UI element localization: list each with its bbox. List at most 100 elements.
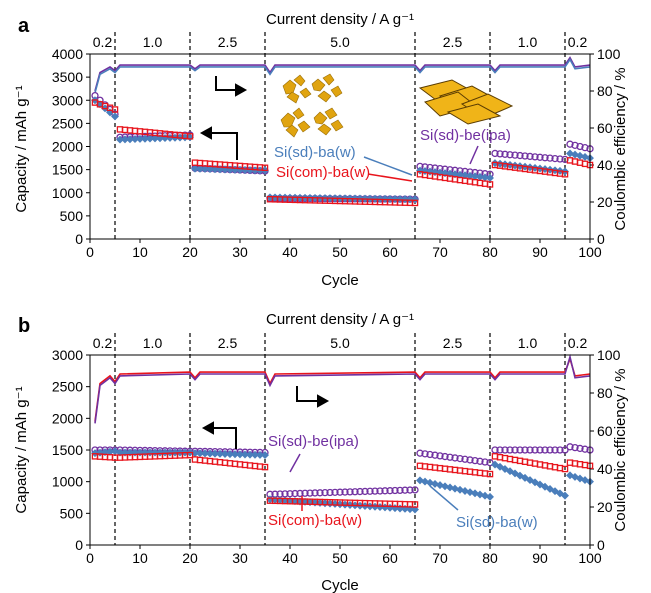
capacity-point-red — [411, 501, 419, 508]
ce-line-purple — [94, 353, 591, 424]
capacity-point-blue — [431, 479, 439, 488]
panel-a-ce-lines — [94, 56, 591, 94]
capacity-point-purple — [551, 154, 559, 163]
capacity-point-purple — [376, 487, 384, 495]
capacity-point-blue — [206, 165, 214, 174]
x-tick-label: 10 — [132, 244, 148, 260]
capacity-point-purple — [311, 489, 319, 497]
current-density-label: 5.0 — [330, 335, 350, 351]
y-tick-label: 500 — [60, 208, 84, 224]
panel-a-be-flakes-illustration — [418, 79, 514, 125]
capacity-point-purple — [491, 446, 499, 454]
capacity-point-purple — [501, 150, 509, 158]
capacity-point-purple — [381, 487, 389, 495]
capacity-point-red — [486, 181, 494, 188]
capacity-point-blue — [416, 166, 424, 175]
y-tick-label: 3000 — [52, 92, 83, 108]
capacity-point-blue — [496, 462, 504, 471]
capacity-point-purple — [556, 446, 564, 454]
panel-a-arrow-right-axis — [215, 76, 248, 97]
panel-a-sd-particles-illustration — [280, 73, 344, 138]
capacity-point-purple — [571, 443, 579, 452]
ce-line-blue — [94, 58, 591, 94]
capacity-point-blue — [196, 449, 204, 458]
panel-b-label-si-sd-ba-w: Si(sd)-ba(w) — [456, 514, 538, 531]
current-density-label: 0.2 — [93, 34, 113, 50]
capacity-point-purple — [516, 151, 524, 160]
current-density-label: 0.2 — [568, 335, 588, 351]
capacity-point-purple — [471, 456, 479, 465]
capacity-point-purple — [526, 152, 534, 161]
capacity-point-purple — [331, 488, 339, 496]
x-tick-label: 30 — [232, 244, 248, 260]
x-tick-label: 80 — [482, 550, 498, 566]
capacity-point-purple — [581, 144, 589, 152]
panel-b-y-ticks: 0 500 1000 1500 2000 2500 3000 — [52, 347, 90, 553]
capacity-point-blue — [476, 490, 484, 499]
ce-line-red — [94, 356, 591, 422]
capacity-point-purple — [511, 151, 519, 159]
capacity-point-purple — [366, 487, 374, 495]
capacity-point-purple — [456, 454, 464, 463]
x-tick-label: 30 — [232, 550, 248, 566]
capacity-point-purple — [451, 454, 459, 462]
capacity-point-blue — [536, 480, 544, 489]
capacity-point-purple — [411, 486, 419, 494]
capacity-point-blue — [196, 164, 204, 173]
capacity-point-purple — [326, 488, 334, 497]
capacity-point-blue — [486, 492, 494, 501]
capacity-point-purple — [536, 446, 544, 454]
capacity-point-red — [561, 465, 569, 473]
capacity-point-purple — [431, 451, 439, 459]
y-tick-label: 3500 — [52, 69, 83, 85]
x-tick-label: 70 — [432, 550, 448, 566]
y2-tick-label: 60 — [597, 120, 613, 136]
x-tick-label: 40 — [282, 550, 298, 566]
capacity-point-blue — [576, 474, 584, 483]
current-density-label: 1.0 — [143, 34, 163, 50]
panel-b-x-axis-title: Cycle — [321, 577, 359, 593]
capacity-point-blue — [421, 167, 429, 176]
capacity-point-purple — [566, 443, 574, 451]
y2-tick-label: 80 — [597, 83, 613, 99]
capacity-point-blue — [216, 449, 224, 458]
capacity-point-purple — [526, 446, 534, 454]
capacity-point-purple — [536, 153, 544, 161]
capacity-point-blue — [251, 450, 259, 459]
panel-b-top-axis-title: Current density / A g⁻¹ — [266, 311, 414, 328]
capacity-point-blue — [231, 450, 239, 459]
capacity-point-blue — [261, 451, 269, 460]
capacity-point-red — [186, 451, 194, 459]
x-tick-label: 40 — [282, 244, 298, 260]
capacity-point-purple — [531, 446, 539, 454]
panel-a-leader-si-sd-be-ipa — [469, 145, 479, 165]
y-tick-label: 2500 — [52, 115, 83, 131]
capacity-point-blue — [541, 482, 549, 491]
capacity-point-red — [261, 164, 269, 172]
capacity-point-blue — [501, 465, 509, 473]
capacity-point-red — [411, 199, 419, 207]
panel-a-y2-axis-title: Coulombic efficiency / % — [612, 67, 629, 230]
capacity-point-purple — [511, 446, 519, 454]
panel-b-letter: b — [18, 315, 30, 337]
panel-a-arrow-left-axis — [199, 126, 238, 160]
current-density-label: 5.0 — [330, 34, 350, 50]
panel-b-label-si-com-ba-w: Si(com)-ba(w) — [268, 512, 362, 529]
panel-b-y-axis-title: Capacity / mAh g⁻¹ — [13, 386, 30, 513]
current-density-label: 0.2 — [568, 34, 588, 50]
capacity-point-blue — [431, 168, 439, 177]
x-tick-label: 60 — [382, 244, 398, 260]
capacity-point-purple — [561, 446, 569, 454]
capacity-point-purple — [461, 455, 469, 463]
x-tick-label: 50 — [332, 550, 348, 566]
panel-b-plot-frame — [89, 354, 591, 546]
panel-b-y2-axis-title: Coulombic efficiency / % — [612, 368, 629, 531]
panel-b-leader-si-sd-be-ipa — [289, 453, 301, 473]
capacity-point-purple — [576, 142, 584, 151]
panel-a-label-si-sd-be-ipa: Si(sd)-be(ipa) — [420, 127, 511, 144]
capacity-point-purple — [556, 155, 564, 163]
panel-b-leader-si-sd-ba-w — [429, 485, 459, 511]
capacity-point-blue — [411, 505, 419, 514]
panel-a-label-si-com-ba-w: Si(com)-ba(w) — [276, 164, 370, 181]
